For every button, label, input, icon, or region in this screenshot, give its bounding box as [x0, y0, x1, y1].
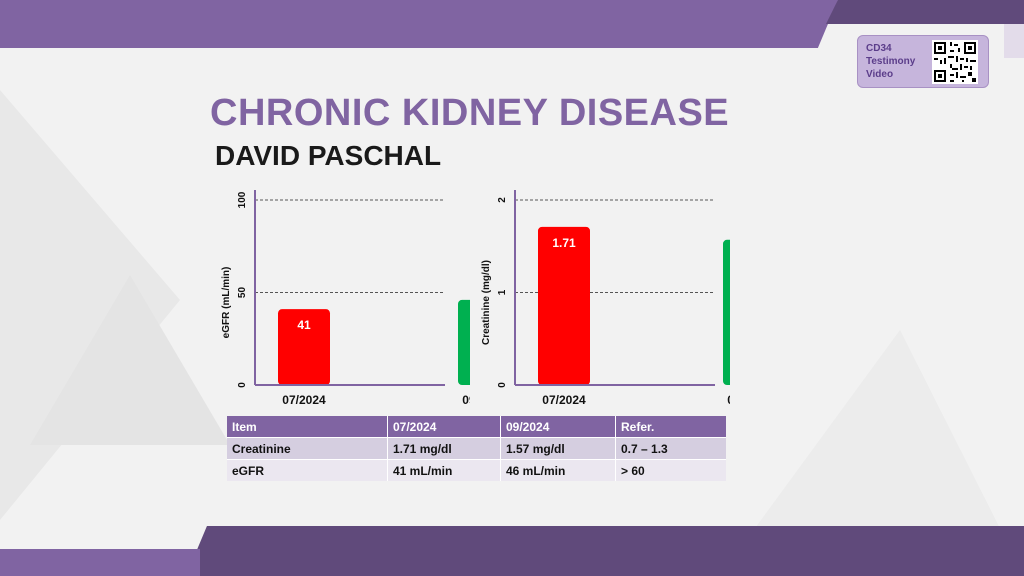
y-tick-label: 0 [497, 382, 508, 388]
badge-line-1: CD34 [866, 43, 892, 54]
table-cell: eGFR [227, 459, 388, 481]
table-cell: > 60 [615, 459, 726, 481]
badge-line-2: Testimony [866, 56, 916, 67]
table-row: Creatinine 1.71 mg/dl 1.57 mg/dl 0.7 – 1… [227, 437, 726, 460]
badge-text: CD34 Testimony Video [866, 42, 928, 81]
x-tick-label: 09/2024 [462, 393, 470, 407]
y-axis-label: Creatinine (mg/dl) [481, 260, 492, 345]
table-cell: 1.71 mg/dl [387, 437, 501, 460]
y-tick-label: 2 [497, 197, 508, 203]
table-cell: Creatinine [227, 437, 388, 460]
patient-name: DAVID PASCHAL [215, 140, 442, 171]
bottom-banner [186, 526, 1024, 576]
header-date-1: 07/2024 [387, 416, 501, 438]
data-label: 1.71 [552, 236, 576, 250]
table-cell: 46 mL/min [500, 459, 616, 481]
table-cell: 1.57 mg/dl [500, 437, 616, 460]
table-header-row: Item 07/2024 09/2024 Refer. [227, 416, 726, 438]
y-tick-label: 1 [497, 289, 508, 295]
qr-code-icon[interactable] [932, 40, 978, 84]
top-banner [0, 0, 838, 48]
bar [458, 299, 470, 385]
bottom-banner-accent [0, 549, 200, 576]
y-tick-label: 100 [237, 191, 248, 208]
table-cell: 41 mL/min [387, 459, 501, 481]
y-tick-label: 0 [237, 382, 248, 388]
top-corner-accent [1004, 24, 1024, 58]
top-banner-accent [826, 0, 1024, 24]
data-label: 41 [297, 318, 311, 332]
badge-line-3: Video [866, 69, 894, 80]
x-tick-label: 09/2024 [727, 393, 730, 407]
table-row: eGFR 41 mL/min 46 mL/min > 60 [227, 459, 726, 481]
lab-results-table: Item 07/2024 09/2024 Refer. Creatinine 1… [227, 416, 726, 481]
bar [538, 226, 590, 385]
page-title: CHRONIC KIDNEY DISEASE [210, 92, 730, 134]
header-reference: Refer. [615, 416, 726, 438]
bar [278, 309, 330, 385]
x-tick-label: 07/2024 [282, 393, 326, 407]
testimony-video-badge[interactable]: CD34 Testimony Video [857, 35, 989, 88]
y-tick-label: 50 [237, 287, 248, 299]
x-tick-label: 07/2024 [542, 393, 586, 407]
table-cell: 0.7 – 1.3 [615, 437, 726, 460]
header-date-2: 09/2024 [500, 416, 616, 438]
bar [723, 239, 730, 385]
y-axis-label: eGFR (mL/min) [221, 267, 232, 339]
header-item: Item [227, 416, 388, 438]
